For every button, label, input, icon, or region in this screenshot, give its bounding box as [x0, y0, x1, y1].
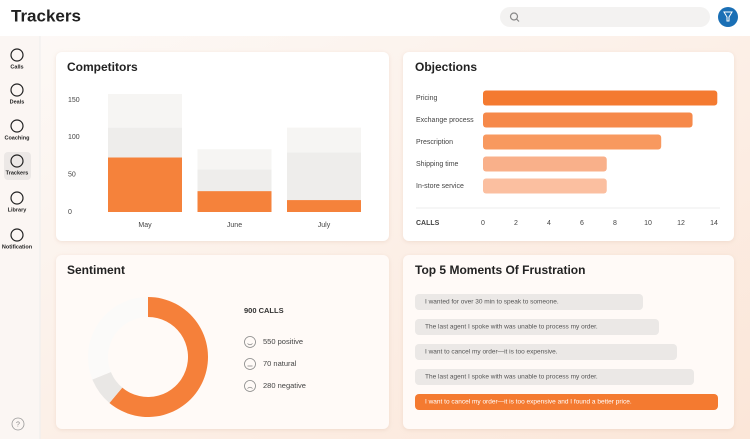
frustration-pill: [415, 294, 643, 310]
frustration-text: The last agent I spoke with was unable t…: [425, 324, 598, 331]
x-axis-label: CALLS: [416, 220, 440, 227]
category-label: Pricing: [416, 95, 438, 102]
sentiment-label: 550 positive: [263, 337, 303, 346]
help-text: ?: [16, 421, 20, 428]
user-button[interactable]: [718, 7, 738, 27]
bar-segment: [197, 169, 272, 192]
user-button-icon: [723, 11, 733, 22]
bar: [483, 90, 718, 106]
y-tick-label: 150: [68, 97, 80, 104]
card-title: Sentiment: [67, 263, 125, 277]
bar-segment: [108, 157, 182, 212]
donut-segment: [92, 371, 123, 403]
donut-segment: [87, 297, 148, 380]
bar-segment: [197, 191, 272, 212]
search-icon-handle: [516, 18, 520, 22]
help-icon[interactable]: [11, 417, 25, 431]
bar: [483, 112, 693, 128]
bar-segment: [287, 152, 361, 201]
y-tick-label: 50: [68, 172, 76, 179]
sidebar-label: Library: [8, 207, 28, 213]
sidebar-item[interactable]: Trackers: [6, 154, 29, 176]
sidebar-label: Coaching: [4, 135, 29, 141]
sidebar-item[interactable]: Library: [8, 191, 28, 213]
frustration-text: I wanted for over 30 min to speak to som…: [425, 299, 559, 306]
sidebar-label: Deals: [10, 99, 25, 105]
frustration-text: I want to cancel my order—it is too expe…: [425, 349, 558, 356]
x-tick-label: 6: [580, 220, 584, 227]
search-box[interactable]: [500, 7, 710, 27]
x-tick-label: 14: [710, 220, 718, 227]
y-tick-label: 100: [68, 134, 80, 141]
card-title: Top 5 Moments Of Frustration: [415, 263, 585, 277]
frustration-pill: [415, 369, 694, 385]
bar: [483, 134, 662, 150]
sidebar-items: Calls Deals Coaching Trackers Library Notific…: [2, 48, 33, 250]
sidebar-icon: [10, 154, 24, 168]
x-tick-label: 10: [644, 220, 652, 227]
sentiment-label: 70 natural: [263, 359, 297, 368]
sidebar-label: Calls: [10, 64, 23, 70]
y-tick-label: 0: [68, 209, 72, 216]
sidebar-item[interactable]: Notification: [2, 228, 33, 250]
sidebar-item[interactable]: Coaching: [4, 119, 30, 141]
frustration-text: The last agent I spoke with was unable t…: [425, 374, 598, 381]
bar-segment: [287, 127, 361, 153]
sentiment-total: 900 CALLS: [244, 306, 284, 315]
x-tick-label: July: [318, 222, 331, 229]
card-title: Competitors: [67, 60, 138, 74]
category-label: In-store service: [416, 183, 464, 190]
search-icon: [509, 12, 519, 21]
sentiment-label: 280 negative: [263, 381, 306, 390]
sentiment-icons: [244, 336, 256, 392]
x-tick-label: May: [138, 222, 152, 229]
x-tick-label: June: [227, 222, 242, 229]
sidebar-item[interactable]: Deals: [10, 83, 25, 105]
sidebar-label: Trackers: [6, 170, 29, 176]
card-title: Objections: [415, 60, 477, 74]
x-tick-label: 2: [514, 220, 518, 227]
bar: [483, 156, 607, 172]
sidebar-icon: [10, 48, 24, 62]
sidebar-item[interactable]: Calls: [10, 48, 24, 70]
x-tick-label: 0: [481, 220, 485, 227]
donut-segment: [109, 297, 208, 418]
sidebar-label: Notification: [2, 244, 33, 250]
sidebar-icon: [10, 228, 24, 242]
x-tick-label: 4: [547, 220, 551, 227]
sidebar-icon: [10, 119, 24, 133]
x-tick-label: 8: [613, 220, 617, 227]
sidebar-icon: [10, 191, 24, 205]
x-tick-label: 12: [677, 220, 685, 227]
category-label: Shipping time: [416, 161, 459, 168]
sidebar-icon: [10, 83, 24, 97]
frustration-pill: [415, 394, 718, 410]
bar: [483, 178, 607, 194]
category-label: Prescription: [416, 139, 453, 146]
frustration-pill: [415, 344, 677, 360]
bar-segment: [287, 200, 361, 212]
sidebar: [0, 36, 40, 439]
frustration-text: I want to cancel my order—it is too expe…: [425, 399, 632, 406]
frustration-pill: [415, 319, 659, 335]
bar-segment: [197, 149, 272, 170]
bar-segment: [108, 93, 182, 128]
category-label: Exchange process: [416, 117, 474, 124]
page-title: Trackers: [11, 6, 81, 25]
bar-segment: [108, 127, 182, 158]
